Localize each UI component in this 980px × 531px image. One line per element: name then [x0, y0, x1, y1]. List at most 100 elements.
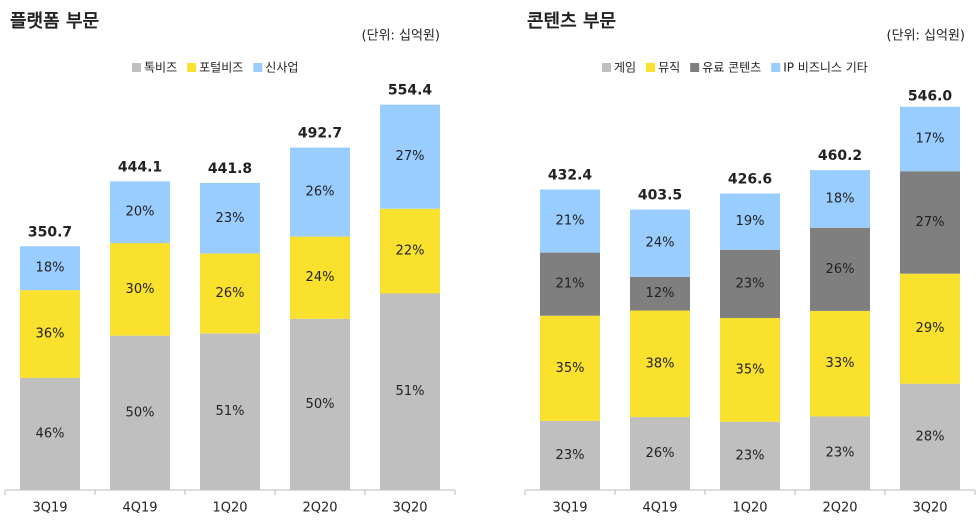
value-label: 20% [126, 205, 155, 220]
value-label: 27% [916, 215, 945, 230]
value-label: 24% [646, 236, 675, 251]
value-label: 38% [646, 356, 675, 371]
legend-label: 톡비즈 [144, 61, 177, 75]
bar-segment [630, 209, 690, 277]
legend-label: 신사업 [265, 61, 298, 75]
legend-marker [690, 63, 700, 72]
x-tick-label: 4Q19 [642, 501, 677, 516]
legend-label: 게임 [614, 61, 636, 75]
value-label: 26% [216, 286, 245, 301]
bar-segment [380, 208, 440, 294]
legend-marker [253, 63, 263, 72]
value-label: 17% [916, 131, 945, 146]
bar-segment [110, 243, 170, 336]
total-label: 350.7 [28, 224, 72, 240]
value-label: 23% [736, 448, 765, 463]
bar-segment [200, 333, 260, 490]
chart-title: 콘텐츠 부문 [527, 11, 616, 32]
x-tick-label: 3Q20 [392, 501, 427, 516]
value-label: 18% [36, 261, 65, 276]
value-label: 51% [396, 384, 425, 399]
value-label: 27% [396, 149, 425, 164]
value-label: 12% [646, 286, 675, 301]
bar-segment [200, 253, 260, 334]
value-label: 24% [306, 270, 335, 285]
legend-marker [187, 63, 197, 72]
value-label: 21% [556, 277, 585, 292]
total-label: 444.1 [118, 159, 162, 175]
value-label: 30% [126, 282, 155, 297]
value-label: 19% [736, 214, 765, 229]
value-label: 18% [826, 191, 855, 206]
bar-segment [810, 170, 870, 228]
value-label: 35% [556, 361, 585, 376]
bar-segment [720, 318, 780, 422]
x-tick-label: 3Q19 [32, 501, 67, 516]
total-label: 460.2 [818, 148, 862, 164]
value-label: 36% [36, 327, 65, 342]
bar-segment [540, 252, 600, 316]
total-label: 441.8 [208, 161, 252, 177]
unit-label: (단위: 십억원) [362, 29, 440, 44]
legend-marker [602, 63, 611, 72]
bar-segment [630, 417, 690, 490]
value-label: 23% [556, 448, 585, 463]
value-label: 26% [826, 262, 855, 277]
value-label: 28% [916, 429, 945, 444]
value-label: 50% [306, 397, 335, 412]
bar-segment [900, 171, 960, 274]
value-label: 21% [556, 214, 585, 229]
value-label: 35% [736, 362, 765, 377]
bar-segment [110, 335, 170, 490]
value-label: 23% [216, 211, 245, 226]
bar-segment [110, 181, 170, 244]
bar-segment [630, 276, 690, 311]
bar-segment [540, 420, 600, 490]
value-label: 23% [736, 276, 765, 291]
x-tick-label: 2Q20 [302, 501, 337, 516]
unit-label: (단위: 십억원) [887, 29, 965, 44]
legend-marker [771, 63, 781, 72]
bar-segment [810, 310, 870, 417]
x-tick-label: 3Q20 [912, 501, 947, 516]
bar-segment [380, 293, 440, 490]
legend-marker [132, 63, 141, 72]
legend-label: IP 비즈니스 기타 [783, 61, 868, 75]
total-label: 492.7 [298, 126, 342, 142]
bar-segment [540, 315, 600, 421]
total-label: 546.0 [908, 89, 953, 105]
legend-label: 포털비즈 [199, 61, 243, 75]
value-label: 33% [826, 356, 855, 371]
total-label: 426.6 [728, 172, 772, 188]
x-tick-label: 4Q19 [122, 501, 157, 516]
legend-label: 유료 콘텐츠 [702, 61, 761, 75]
bar-segment [540, 189, 600, 253]
bar-segment [20, 290, 80, 378]
bar-segment [630, 310, 690, 418]
chart-title: 플랫폼 부문 [10, 11, 99, 32]
total-label: 432.4 [548, 167, 593, 183]
value-label: 51% [216, 404, 245, 419]
bar-segment [720, 193, 780, 250]
bar-segment [900, 383, 960, 490]
x-tick-label: 2Q20 [822, 501, 857, 516]
bar-segment [380, 104, 440, 209]
x-tick-label: 3Q19 [552, 501, 587, 516]
value-label: 26% [646, 446, 675, 461]
bar-segment [290, 236, 350, 319]
bar-segment [900, 273, 960, 384]
bar-segment [720, 249, 780, 319]
value-label: 46% [36, 426, 65, 441]
bar-segment [810, 416, 870, 490]
value-label: 50% [126, 405, 155, 420]
x-tick-label: 1Q20 [212, 501, 247, 516]
bar-segment [20, 377, 80, 490]
bar-segment [810, 227, 870, 311]
total-label: 554.4 [388, 83, 433, 99]
value-label: 26% [306, 185, 335, 200]
bar-segment [900, 106, 960, 172]
legend-label: 뮤직 [658, 61, 680, 75]
bar-segment [200, 182, 260, 254]
total-label: 403.5 [638, 188, 682, 204]
